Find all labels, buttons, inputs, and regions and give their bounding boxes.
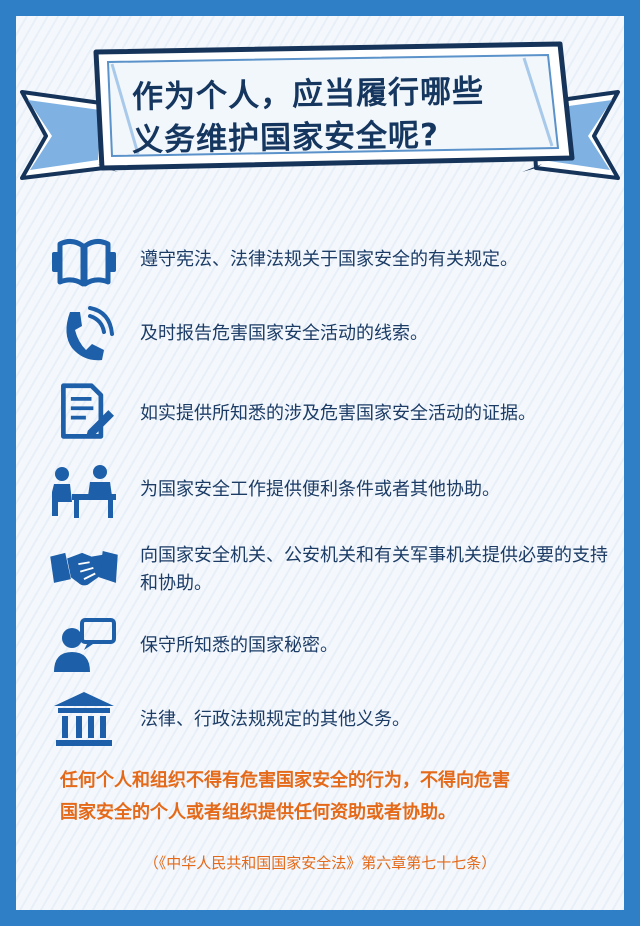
person-speech-icon <box>54 618 116 672</box>
item-text: 遵守宪法、法律法规关于国家安全的有关规定。 <box>140 249 518 270</box>
ribbon-banner <box>20 41 620 180</box>
list-item: 遵守宪法、法律法规关于国家安全的有关规定。 <box>0 232 640 292</box>
item-text: 为国家安全工作提供便利条件或者其他协助。 <box>140 479 500 500</box>
government-building-icon <box>54 692 114 746</box>
list-item: 向国家安全机关、公安机关和有关军事机关提供必要的支持和协助。 <box>0 536 640 600</box>
document-pen-icon <box>61 383 114 439</box>
open-book-icon <box>52 238 116 287</box>
warning-line-2: 国家安全的个人或者组织提供任何资助或者协助。 <box>60 802 456 823</box>
list-item: 保守所知悉的国家秘密。 <box>0 616 640 676</box>
item-text: 如实提供所知悉的涉及危害国家安全活动的证据。 <box>140 403 536 424</box>
list-item: 为国家安全工作提供便利条件或者其他协助。 <box>0 462 640 522</box>
item-text: 保守所知悉的国家秘密。 <box>140 635 338 656</box>
list-item: 如实提供所知悉的涉及危害国家安全活动的证据。 <box>0 382 640 446</box>
list-item: 法律、行政法规规定的其他义务。 <box>0 690 640 750</box>
handshake-icon <box>50 551 118 586</box>
list-item: 及时报告危害国家安全活动的线索。 <box>0 306 640 366</box>
phone-icon <box>66 306 114 361</box>
title-line-2: 义务维护国家安全呢? <box>131 117 440 159</box>
item-text: 法律、行政法规规定的其他义务。 <box>140 709 410 730</box>
warning-statement: 任何个人和组织不得有危害国家安全的行为，不得向危害 国家安全的个人或者组织提供任… <box>60 765 600 829</box>
law-citation: （《中华人民共和国国家安全法》第六章第七十七条） <box>143 854 497 872</box>
people-at-desk-icon <box>52 465 116 518</box>
item-text: 向国家安全机关、公安机关和有关军事机关提供必要的支持和协助。 <box>140 545 608 594</box>
item-text: 及时报告危害国家安全活动的线索。 <box>140 323 428 344</box>
warning-line-1: 任何个人和组织不得有危害国家安全的行为，不得向危害 <box>60 770 510 791</box>
